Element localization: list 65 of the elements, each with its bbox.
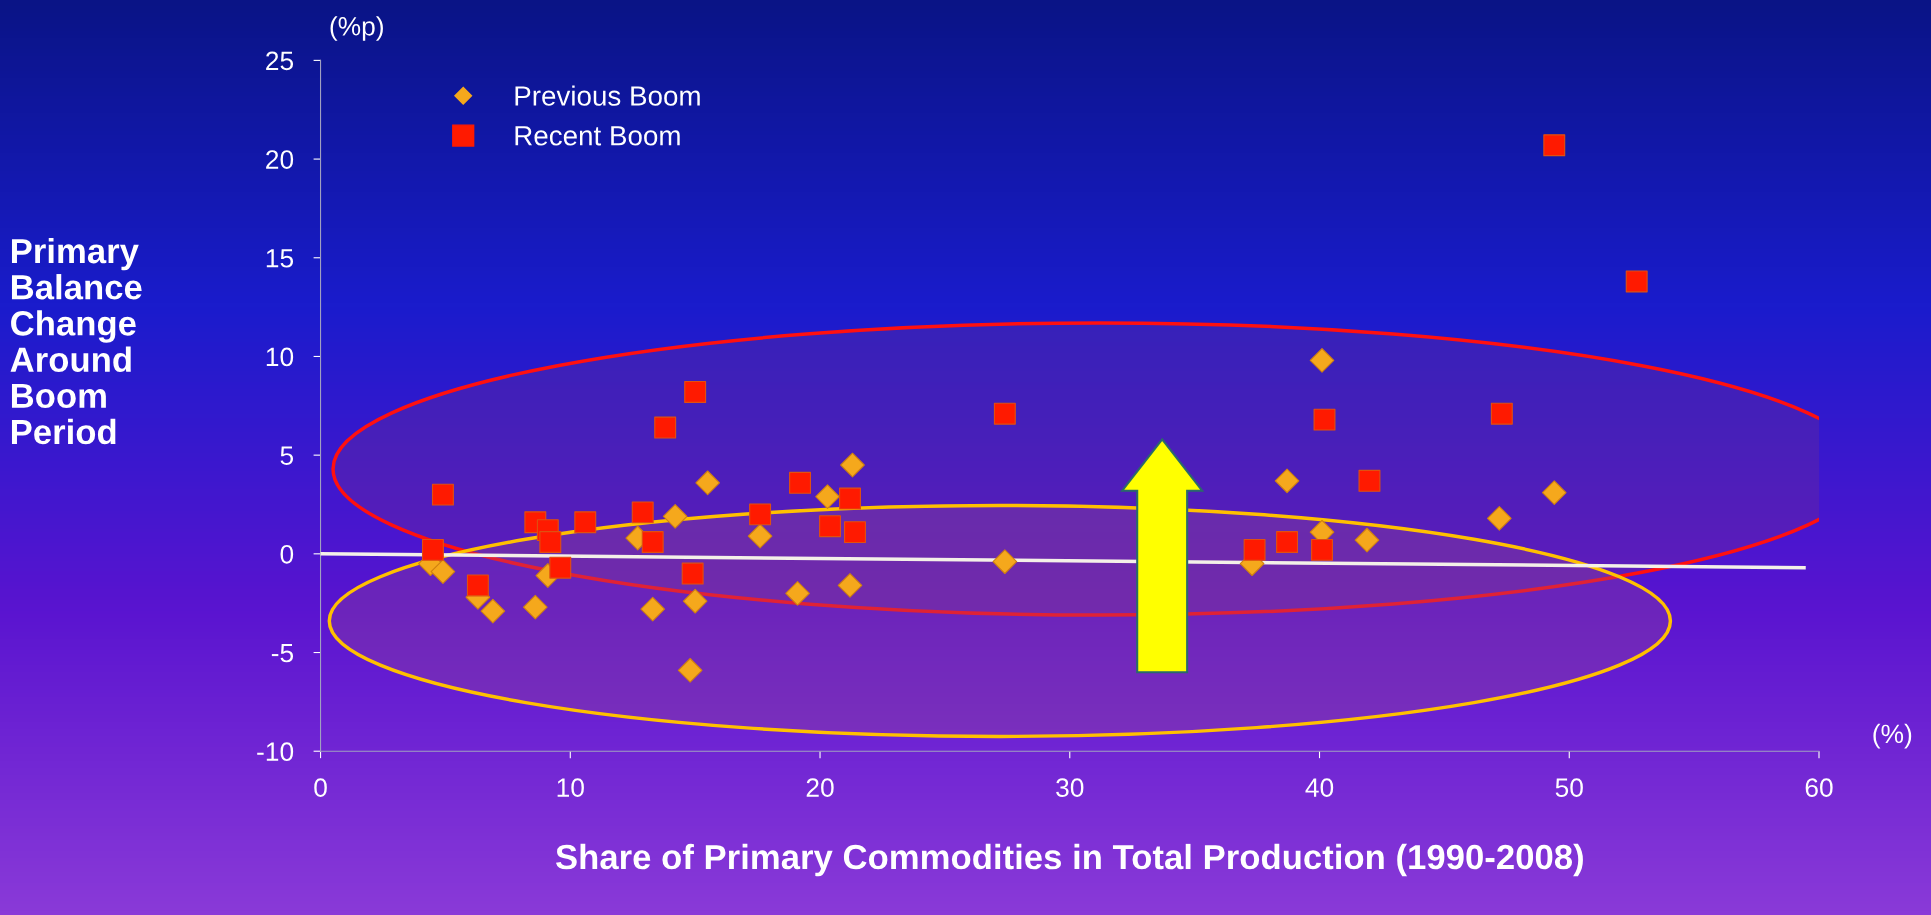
point: [819, 515, 841, 538]
point: [480, 598, 506, 624]
point: [466, 574, 489, 597]
text: (%): [1873, 723, 1912, 749]
point: [430, 559, 456, 584]
point: [1486, 505, 1512, 531]
x-tick-label: 10: [557, 778, 584, 797]
point: [1490, 402, 1513, 425]
y-axis-title: Primary Balance Change Around Boom Period: [10, 237, 142, 445]
point: [684, 381, 707, 403]
point: [695, 470, 720, 496]
point: [747, 523, 773, 549]
point: [1543, 134, 1566, 157]
point: [815, 484, 840, 509]
y-tick-label: 0: [280, 544, 294, 564]
point: [749, 503, 772, 526]
point: [1541, 480, 1567, 505]
y-tick-label: 25: [266, 51, 294, 71]
point: [1276, 531, 1299, 553]
y-tick-label: 10: [266, 347, 294, 367]
point: [1309, 348, 1335, 373]
point: [785, 580, 810, 606]
x-axis-title: Share of Primary Commodities in Total Production (1990-2008): [555, 843, 1583, 877]
x-tick-label: 60: [1805, 778, 1833, 797]
y-tick-label: 20: [266, 150, 294, 169]
point: [654, 416, 677, 439]
point: [549, 556, 572, 579]
y-tick-label: -10: [257, 742, 294, 762]
point: [840, 452, 865, 478]
point: [1311, 538, 1333, 561]
point: [839, 487, 861, 510]
point: [681, 562, 704, 585]
legend-label: Recent Boom: [515, 126, 680, 146]
point: [421, 538, 444, 561]
point: [837, 573, 863, 598]
point: [993, 402, 1016, 425]
point: [1354, 527, 1380, 553]
point: [431, 483, 454, 506]
point: [677, 657, 703, 683]
point: [631, 501, 654, 524]
point: [539, 531, 562, 553]
point: [1313, 408, 1336, 431]
x-tick-label: 40: [1305, 778, 1334, 797]
y-tick-label: -5: [271, 643, 294, 663]
x-tick-label: 0: [314, 778, 327, 797]
text: (%p): [330, 16, 383, 41]
x-tick-label: 50: [1555, 778, 1583, 797]
y-tick-label: 5: [280, 446, 294, 465]
point: [682, 588, 708, 614]
point: [844, 521, 866, 544]
point: [640, 596, 666, 622]
x-tick-label: 30: [1056, 778, 1084, 797]
point: [1625, 270, 1648, 293]
point: [789, 471, 812, 494]
point: [522, 594, 548, 620]
y-tick-label: 15: [266, 249, 294, 268]
x-tick-label: 20: [806, 778, 834, 797]
point: [1274, 468, 1300, 494]
point: [1358, 469, 1381, 492]
point: [641, 531, 664, 553]
legend-label: Previous Boom: [515, 85, 700, 106]
point: [574, 511, 597, 534]
point: [992, 549, 1018, 575]
point: [662, 503, 688, 529]
point: [1243, 538, 1266, 561]
